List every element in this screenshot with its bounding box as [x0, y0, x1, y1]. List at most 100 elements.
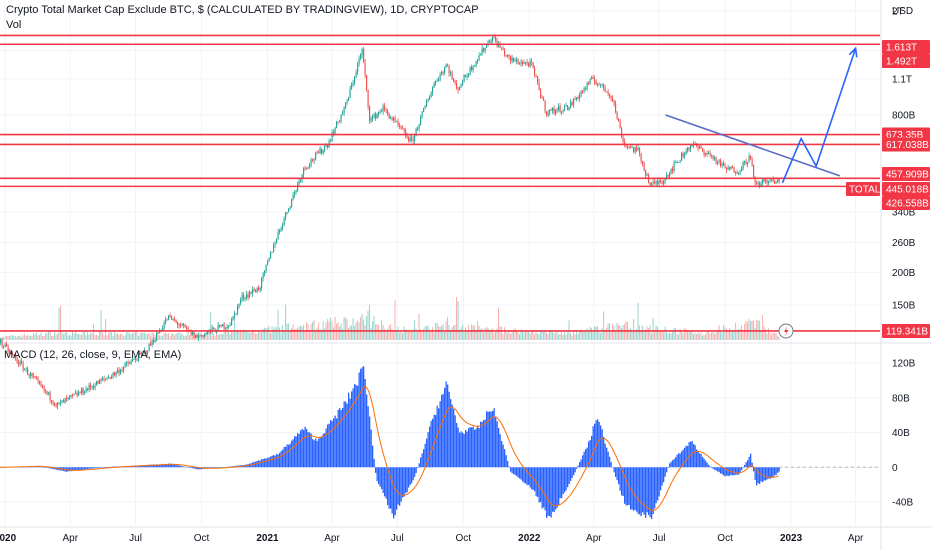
- candle-body: [447, 64, 449, 67]
- candle-body: [522, 61, 524, 64]
- volume-bar: [256, 333, 258, 340]
- volume-bar: [439, 327, 441, 340]
- candle-body: [735, 172, 737, 173]
- candle-body: [606, 91, 608, 93]
- volume-bar: [543, 331, 545, 340]
- volume-bar: [379, 329, 381, 340]
- volume-bar: [546, 332, 548, 340]
- macd-bar: [423, 449, 425, 468]
- candle-body: [388, 113, 390, 119]
- candle-body: [622, 137, 624, 142]
- macd-bar: [585, 449, 587, 468]
- volume-bar: [214, 335, 216, 340]
- volume-bar: [667, 333, 669, 340]
- candle-body: [564, 106, 566, 110]
- volume-bar: [447, 316, 449, 340]
- candle-body: [21, 361, 23, 364]
- candle-body: [681, 153, 683, 161]
- volume-bar: [135, 331, 137, 340]
- macd-bar: [279, 452, 281, 468]
- volume-bar: [81, 334, 83, 340]
- candle-body: [526, 61, 528, 64]
- volume-bar: [4, 336, 6, 340]
- macd-bar: [108, 466, 110, 468]
- macd-bar: [682, 449, 684, 468]
- volume-bar: [291, 328, 293, 340]
- macd-bar: [373, 458, 375, 468]
- time-tick-label: Apr: [324, 533, 340, 544]
- macd-bar: [312, 439, 314, 468]
- candle-body: [736, 172, 738, 174]
- volume-bar: [469, 331, 471, 340]
- macd-bar: [420, 457, 422, 468]
- volume-bar: [589, 326, 591, 340]
- candle-body: [480, 54, 482, 56]
- macd-bar: [99, 467, 101, 468]
- candle-body: [261, 278, 263, 288]
- volume-bar: [727, 330, 729, 340]
- candle-body: [672, 168, 674, 171]
- volume-bar: [373, 316, 375, 340]
- resistance-lines: [0, 34, 880, 332]
- candle-body: [742, 162, 744, 169]
- candle-body: [172, 318, 174, 320]
- candle-body: [66, 398, 68, 400]
- volume-bar: [769, 332, 771, 340]
- volume-bar: [246, 330, 248, 340]
- macd-bar: [259, 460, 261, 468]
- macd-bar: [483, 420, 485, 468]
- candle-body: [631, 147, 633, 149]
- candle-body: [121, 369, 123, 371]
- volume-bar: [123, 336, 125, 340]
- macd-bar: [103, 467, 105, 468]
- macd-bar: [384, 467, 386, 497]
- volume-bar: [672, 331, 674, 340]
- volume-bar: [495, 331, 497, 340]
- macd-bar: [576, 467, 578, 469]
- candle-body: [114, 372, 116, 376]
- candle-body: [280, 228, 282, 230]
- candle-body: [543, 98, 545, 101]
- macd-bar: [604, 443, 606, 468]
- volume-bar: [451, 327, 453, 340]
- volume-bar: [721, 332, 723, 340]
- macd-bar: [271, 455, 273, 468]
- volume-bar: [111, 332, 113, 340]
- candle-body: [303, 167, 305, 175]
- candle-body: [676, 162, 678, 163]
- volume-bar: [706, 330, 708, 340]
- macd-bar: [607, 451, 609, 468]
- macd-bar: [570, 467, 572, 481]
- macd-bar: [190, 467, 192, 468]
- macd-bar: [421, 453, 423, 468]
- volume-bar: [382, 325, 384, 340]
- candle-body: [195, 334, 197, 338]
- macd-bar: [376, 467, 378, 482]
- candle-body: [126, 362, 128, 364]
- candle-body: [118, 370, 120, 374]
- candle-body: [667, 175, 669, 177]
- candle-body: [769, 178, 771, 181]
- volume-bar: [571, 335, 573, 340]
- volume-bar: [475, 329, 477, 340]
- candle-body: [376, 114, 378, 119]
- candle-body: [168, 315, 170, 320]
- macd-bar: [541, 467, 543, 509]
- macd-bar: [301, 428, 303, 468]
- candle-body: [607, 91, 609, 94]
- candle-body: [18, 362, 20, 365]
- macd-bar: [78, 467, 80, 470]
- macd-bar: [759, 467, 761, 485]
- macd-bar: [636, 467, 638, 512]
- volume-bar: [133, 332, 135, 340]
- candle-body: [709, 153, 711, 155]
- macd-bar: [450, 399, 452, 468]
- volume-bar: [45, 333, 47, 340]
- candle-body: [768, 180, 770, 184]
- candle-body: [504, 49, 506, 56]
- macd-bar: [750, 453, 752, 468]
- candle-body: [574, 99, 576, 100]
- macd-bar: [433, 414, 435, 468]
- candle-body: [105, 378, 107, 380]
